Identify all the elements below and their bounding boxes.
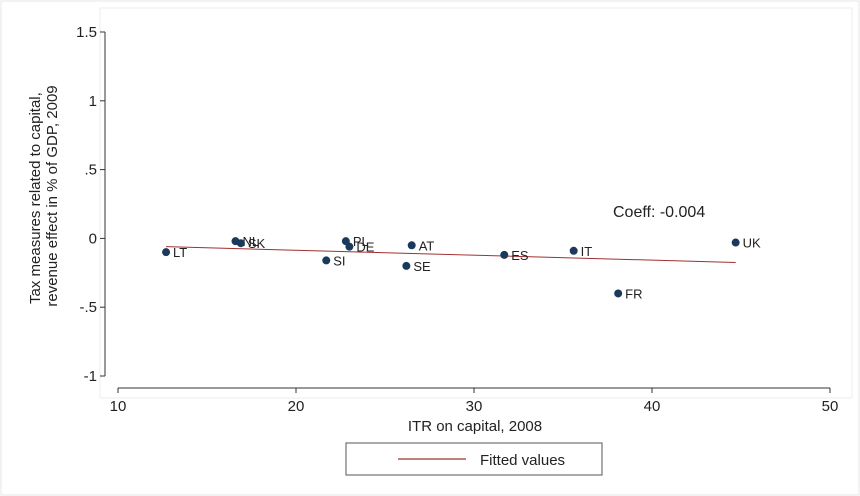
plot-region [99,7,853,399]
x-tick-label: 20 [288,398,305,415]
y-tick-label: -1 [84,368,97,385]
point-label-at: AT [419,238,435,253]
data-point-se [402,261,411,270]
point-label-se: SE [413,259,431,274]
legend: Fitted values [345,442,603,476]
point-label-es: ES [511,248,529,263]
y-tick-label: 1 [89,93,97,110]
y-axis-title-line-2: revenue effect in % of GDP, 2009 [44,85,61,306]
coefficient-annotation: Coeff: -0.004 [613,204,705,221]
data-point-at [407,241,416,250]
y-axis: -1 -.5 0 .5 1 1.5 [76,24,106,385]
x-tick-label: 40 [644,398,661,415]
fitted-line [166,246,736,263]
fitted-line-layer [166,246,736,263]
x-axis: 10 20 30 40 50 [110,387,839,415]
x-axis-title: ITR on capital, 2008 [408,418,542,435]
data-point-fr [614,289,623,298]
x-tick-label: 10 [110,398,127,415]
x-tick-label: 50 [822,398,839,415]
data-point-si [322,256,331,265]
point-label-lt: LT [173,245,187,260]
y-axis-title: Tax measures related to capital, revenue… [27,85,61,306]
data-point-it [569,246,578,255]
data-point-es [500,250,509,259]
y-tick-label: .5 [84,162,97,179]
legend-box [345,442,603,476]
legend-fitted-label: Fitted values [480,452,565,469]
y-axis-title-line-1: Tax measures related to capital, [27,92,44,304]
point-label-pl: PL [353,234,369,249]
point-label-sk: SK [248,236,266,251]
y-tick-label: 1.5 [76,24,97,41]
data-point-de [345,242,354,251]
point-label-it: IT [581,244,593,259]
data-point-sk [236,239,245,248]
data-point-uk [731,238,740,247]
point-label-de: DE [356,240,374,255]
y-tick-label: 0 [89,230,97,247]
point-label-fr: FR [625,286,642,301]
point-label-si: SI [333,253,345,268]
point-label-nl: NL [242,234,259,249]
y-tick-label: -.5 [79,299,97,316]
x-tick-label: 30 [466,398,483,415]
point-label-uk: UK [743,236,761,251]
data-point-lt [162,248,171,257]
